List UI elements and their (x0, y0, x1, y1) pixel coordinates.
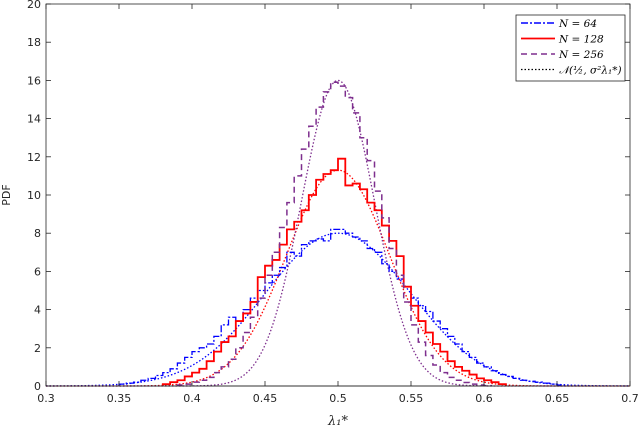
histogram-line-n-128 (161, 157, 507, 386)
legend-box (515, 14, 626, 82)
y-tick-label: 18 (27, 36, 41, 49)
legend-entry: 𝒩(½, σ²λ₁*) (521, 65, 622, 77)
x-tick-label: 0.4 (183, 392, 201, 405)
legend-label: N = 128 (558, 34, 604, 46)
y-tick-label: 0 (34, 380, 41, 393)
legend-entry: N = 128 (521, 34, 604, 46)
x-tick-label: 0.7 (621, 392, 639, 405)
legend-label: 𝒩(½, σ²λ₁*) (559, 65, 622, 77)
x-tick-label: 0.6 (475, 392, 493, 405)
x-tick-label: 0.65 (545, 392, 570, 405)
x-tick-label: 0.45 (253, 392, 278, 405)
x-tick-label: 0.3 (37, 392, 55, 405)
ticks-layer (45, 3, 631, 387)
y-tick-label: 20 (27, 0, 41, 11)
y-tick-label: 12 (27, 151, 41, 164)
x-tick-labels: 0.3 0.35 0.4 0.45 0.5 0.55 0.6 0.65 0.7 (37, 392, 639, 405)
legend-label: N = 64 (558, 18, 597, 30)
y-axis-label: PDF (0, 184, 13, 205)
y-tick-label: 6 (34, 265, 41, 278)
legend-label: N = 256 (558, 49, 604, 61)
y-tick-labels: 0 2 4 6 8 10 12 14 16 18 20 (27, 0, 41, 393)
y-tick-label: 16 (27, 74, 41, 87)
histogram-line-n-256 (176, 81, 493, 387)
legend-entry: N = 64 (521, 18, 597, 30)
y-tick-label: 4 (34, 304, 41, 317)
y-tick-label: 2 (34, 342, 41, 355)
series-n-256 (176, 81, 493, 387)
legend-entry: N = 256 (521, 49, 604, 61)
x-tick-label: 0.5 (329, 392, 347, 405)
y-tick-label: 8 (34, 227, 41, 240)
x-axis-label: λ₁* (327, 414, 348, 429)
y-tick-label: 14 (27, 113, 41, 126)
x-tick-label: 0.35 (107, 392, 132, 405)
x-tick-label: 0.55 (399, 392, 424, 405)
legend: N = 64 N = 128 N = 256 𝒩(½, σ²λ₁*) (515, 14, 626, 82)
legend-items: N = 64 N = 128 N = 256 𝒩(½, σ²λ₁*) (521, 18, 622, 77)
y-tick-label: 10 (27, 189, 41, 202)
series-n-128 (161, 157, 507, 386)
